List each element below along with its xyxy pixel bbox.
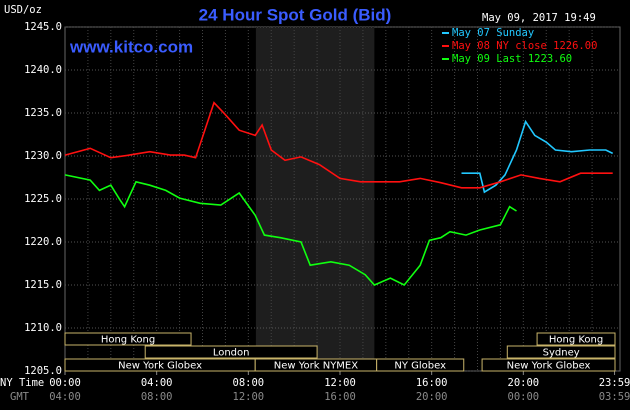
- session-label: New York Globex: [118, 361, 202, 372]
- session-box: [536, 332, 616, 346]
- x2-tick-label: 16:00: [324, 391, 356, 403]
- price-line: [64, 101, 613, 189]
- x-tick-label: 23:59: [599, 377, 630, 389]
- x2-tick-label: 12:00: [233, 391, 265, 403]
- y-tick-label: 1205.0: [24, 365, 62, 377]
- site-label: www.kitco.com: [69, 37, 193, 56]
- x2-tick-label: 03:59: [599, 391, 630, 403]
- session-box: [481, 358, 616, 372]
- x-tick-label: 08:00: [233, 377, 265, 389]
- x-tick-label: 16:00: [416, 377, 448, 389]
- legend-label: May 08 NY close 1226.00: [452, 40, 597, 52]
- session-box: [144, 345, 318, 359]
- x-tick-label: 00:00: [49, 377, 81, 389]
- legend-label: May 09 Last 1223.60: [452, 53, 572, 65]
- session-label: Hong Kong: [101, 335, 155, 346]
- x2-axis-label: GMT: [10, 391, 30, 403]
- session-label: Hong Kong: [549, 335, 603, 346]
- x-tick-label: 04:00: [141, 377, 173, 389]
- x-tick-label: 20:00: [508, 377, 540, 389]
- x2-tick-label: 08:00: [141, 391, 173, 403]
- session-label: New York Globex: [507, 361, 591, 372]
- y-tick-label: 1220.0: [24, 236, 62, 248]
- y-tick-label: 1245.0: [24, 21, 62, 33]
- plot-layer: [64, 26, 621, 372]
- x2-tick-label: 04:00: [49, 391, 81, 403]
- session-box: [376, 358, 465, 372]
- session-box: [506, 345, 616, 359]
- price-line: [461, 119, 614, 194]
- y-tick-label: 1225.0: [24, 193, 62, 205]
- x-tick-label: 12:00: [324, 377, 356, 389]
- x-axis-label: NY Time: [0, 377, 44, 389]
- session-label: NY Globex: [394, 361, 446, 372]
- y-tick-label: 1235.0: [24, 107, 62, 119]
- chart-title: 24 Hour Spot Gold (Bid): [199, 5, 392, 24]
- price-line: [64, 174, 517, 287]
- session-label: London: [213, 348, 250, 359]
- session-label: New York NYMEX: [274, 361, 359, 372]
- legend-label: May 07 Sunday: [452, 27, 534, 39]
- x2-tick-label: 20:00: [416, 391, 448, 403]
- y-tick-label: 1230.0: [24, 150, 62, 162]
- session-label: Sydney: [543, 348, 580, 359]
- session-box: [64, 332, 192, 346]
- date-label: May 09, 2017 19:49: [482, 12, 596, 24]
- y-tick-label: 1215.0: [24, 279, 62, 291]
- y-axis-label: USD/oz: [4, 4, 42, 16]
- y-tick-label: 1240.0: [24, 64, 62, 76]
- x2-tick-label: 00:00: [508, 391, 540, 403]
- y-tick-label: 1210.0: [24, 322, 62, 334]
